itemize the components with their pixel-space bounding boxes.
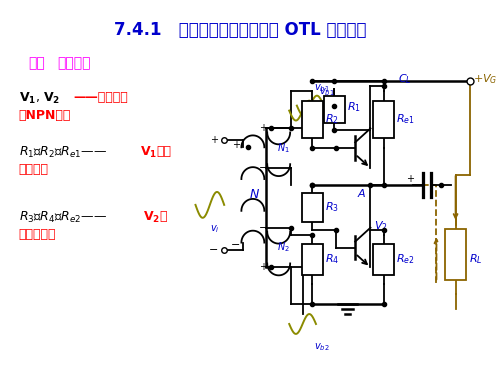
Text: $v_{b1}$: $v_{b1}$ <box>318 86 334 98</box>
Text: $N$: $N$ <box>250 189 260 201</box>
Text: +: + <box>260 123 268 134</box>
Text: $R_2$: $R_2$ <box>324 112 338 126</box>
Text: $R_1$，$R_2$，$R_{e1}$——: $R_1$，$R_2$，$R_{e1}$—— <box>18 146 106 160</box>
Text: +: + <box>260 262 268 272</box>
Text: 的NPN管。: 的NPN管。 <box>18 109 71 122</box>
Text: 一、: 一、 <box>28 56 45 70</box>
Text: $N_1$: $N_1$ <box>277 141 290 155</box>
Text: $v_{b2}$: $v_{b2}$ <box>314 341 330 353</box>
Text: $\mathbf{V_1}$, $\mathbf{V_2}$: $\mathbf{V_1}$, $\mathbf{V_2}$ <box>18 91 60 106</box>
Text: $v_{b1}$: $v_{b1}$ <box>314 82 330 94</box>
Text: $v_i$: $v_i$ <box>210 223 220 234</box>
Bar <box>302 101 322 138</box>
Text: $C_L$: $C_L$ <box>398 72 412 86</box>
Text: $V_1$: $V_1$ <box>374 120 388 134</box>
Text: $\mathbf{V_1}$: $\mathbf{V_1}$ <box>140 146 158 160</box>
Text: 电路结构: 电路结构 <box>57 56 90 70</box>
Text: 置电阻。: 置电阻。 <box>18 163 48 176</box>
Text: 偏置电阻。: 偏置电阻。 <box>18 228 56 241</box>
Text: +: + <box>210 135 218 146</box>
Bar <box>374 244 394 275</box>
Text: $R_4$: $R_4$ <box>324 253 339 266</box>
Text: $N_2$: $N_2$ <box>277 241 290 255</box>
Bar <box>302 193 322 222</box>
Text: −: − <box>231 240 240 250</box>
Text: $R_3$，$R_4$，$R_{e2}$——: $R_3$，$R_4$，$R_{e2}$—— <box>18 210 106 225</box>
Bar <box>324 96 344 123</box>
Text: 7.4.1   输入变压器倒相式推挽 OTL 功放电路: 7.4.1 输入变压器倒相式推挽 OTL 功放电路 <box>114 21 366 39</box>
Text: $R_{e2}$: $R_{e2}$ <box>396 253 415 266</box>
Text: −: − <box>258 223 268 233</box>
Text: $R_L$: $R_L$ <box>469 253 482 266</box>
Text: $+V_G$: $+V_G$ <box>473 72 498 86</box>
Text: −: − <box>209 244 218 255</box>
Text: $R_{e1}$: $R_{e1}$ <box>396 112 415 126</box>
Bar <box>374 101 394 138</box>
Text: +: + <box>406 174 413 184</box>
Text: $R_3$: $R_3$ <box>324 201 338 214</box>
Text: ——参数一改: ——参数一改 <box>73 91 128 104</box>
Text: 的: 的 <box>159 210 166 223</box>
Text: 的偏: 的偏 <box>156 146 172 158</box>
Text: +: + <box>232 140 239 150</box>
Text: −: − <box>258 163 268 173</box>
Text: $A$: $A$ <box>357 187 366 199</box>
Text: $R_1$: $R_1$ <box>346 101 360 114</box>
Bar <box>302 244 322 275</box>
Text: $V_2$: $V_2$ <box>374 219 388 232</box>
Bar <box>445 229 466 280</box>
Text: $\mathbf{V_2}$: $\mathbf{V_2}$ <box>143 210 160 225</box>
